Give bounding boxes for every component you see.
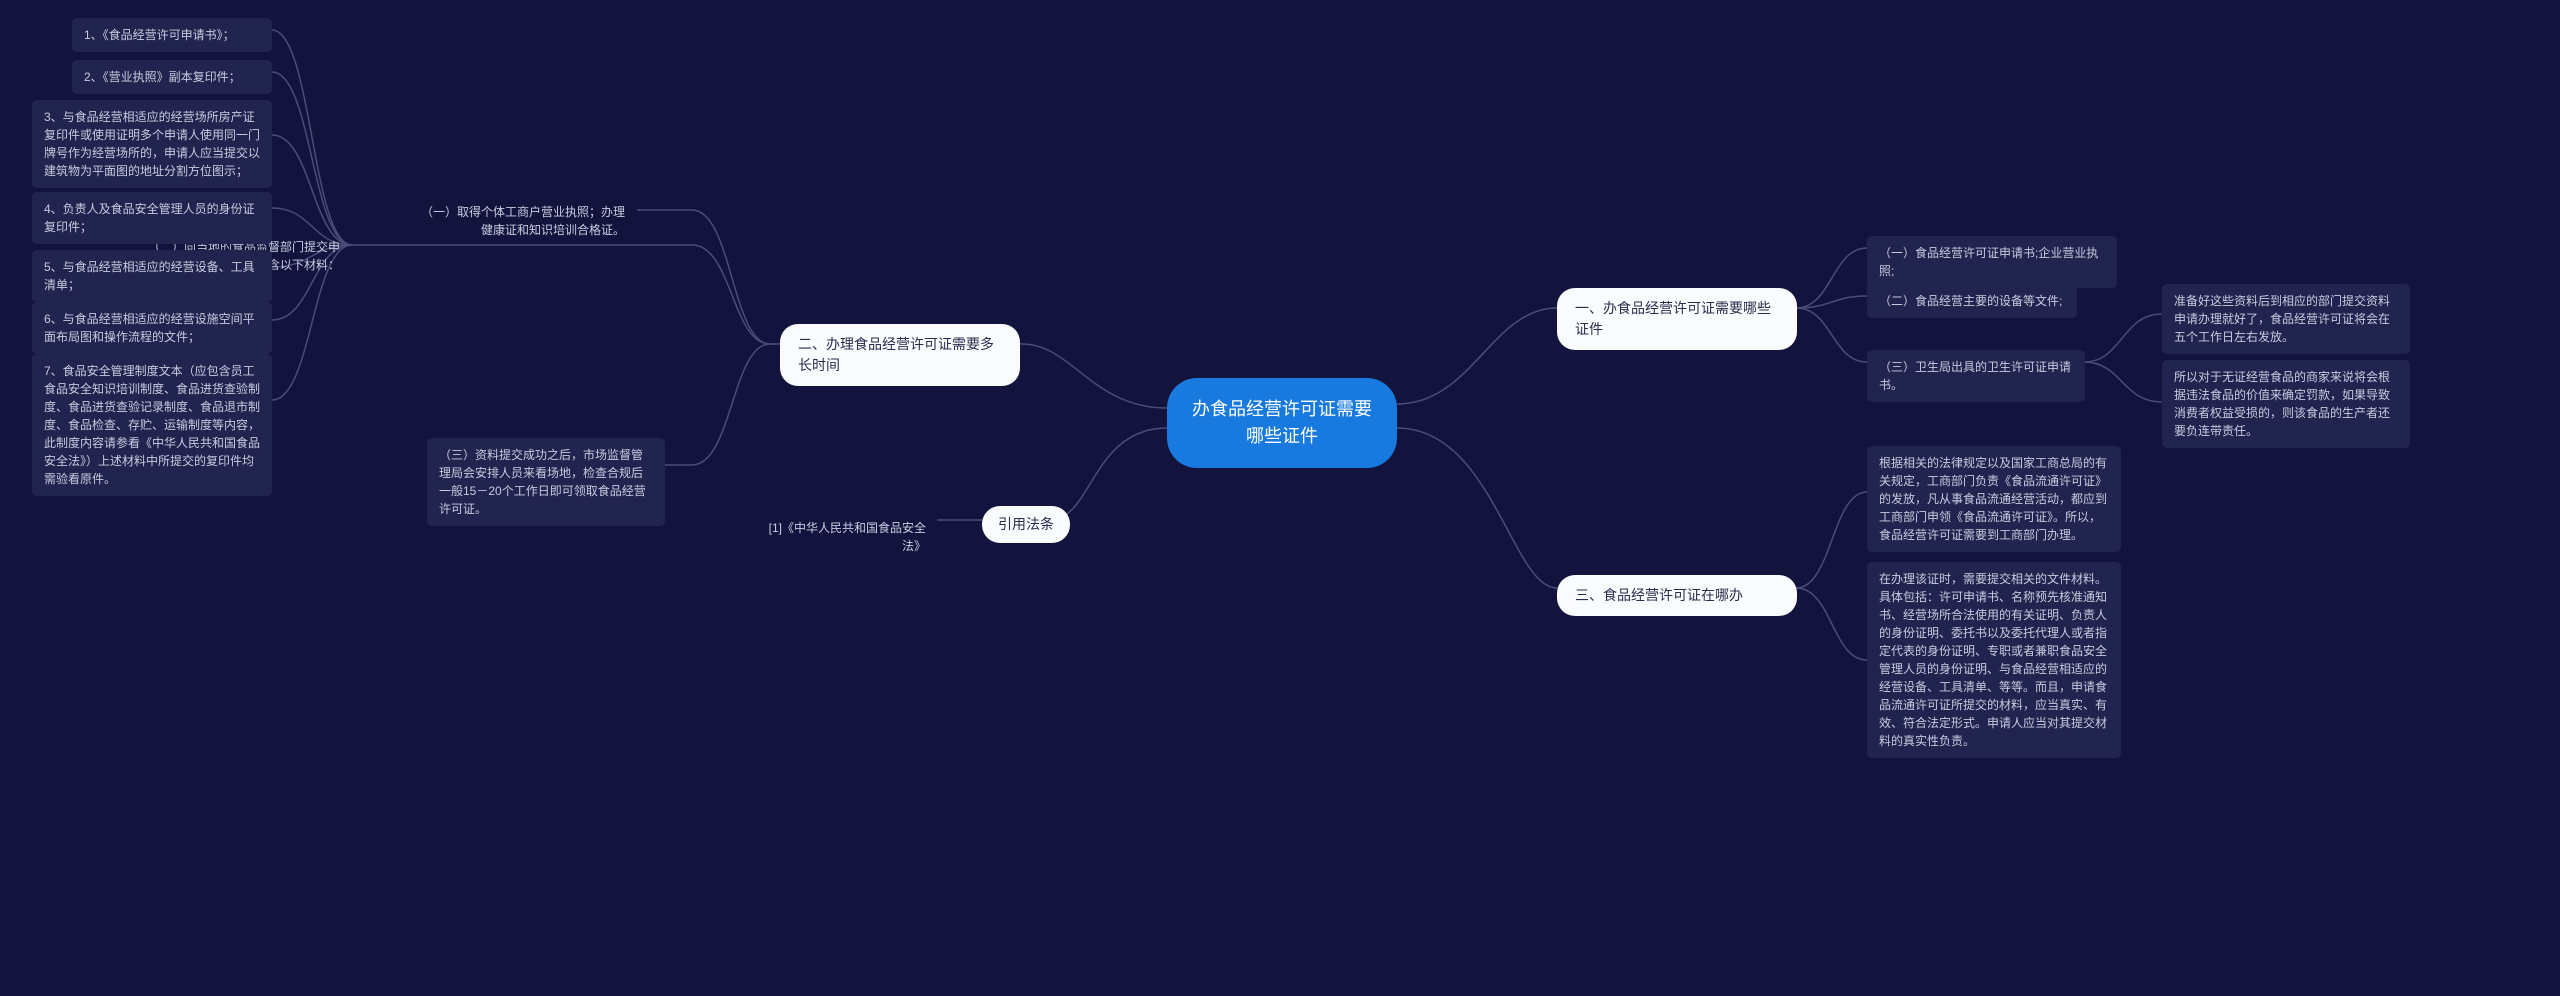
b1-c2[interactable]: （二）食品经营主要的设备等文件; [1867, 284, 2077, 318]
b2-i6[interactable]: 6、与食品经营相适应的经营设施空间平面布局图和操作流程的文件； [32, 302, 272, 354]
branch-2[interactable]: 二、办理食品经营许可证需要多长时间 [780, 324, 1020, 386]
b2-i2[interactable]: 2、《营业执照》副本复印件； [72, 60, 272, 94]
connector-layer [0, 0, 2560, 996]
b2-c3[interactable]: （三）资料提交成功之后，市场监督管理局会安排人员来看场地，检查合规后一般15－2… [427, 438, 665, 526]
b1-c1[interactable]: （一）食品经营许可证申请书;企业营业执照; [1867, 236, 2117, 288]
b1-c3[interactable]: （三）卫生局出具的卫生许可证申请书。 [1867, 350, 2085, 402]
b2-i5[interactable]: 5、与食品经营相适应的经营设备、工具清单； [32, 250, 272, 302]
b2-i4[interactable]: 4、负责人及食品安全管理人员的身份证复印件； [32, 192, 272, 244]
b2-i7[interactable]: 7、食品安全管理制度文本（应包含员工食品安全知识培训制度、食品进货查验制度、食品… [32, 354, 272, 496]
b1-c3-n1[interactable]: 准备好这些资料后到相应的部门提交资料申请办理就好了，食品经营许可证将会在五个工作… [2162, 284, 2410, 354]
b2-i3[interactable]: 3、与食品经营相适应的经营场所房产证复印件或使用证明多个申请人使用同一门牌号作为… [32, 100, 272, 188]
b2-c1[interactable]: （一）取得个体工商户营业执照；办理健康证和知识培训合格证。 [404, 195, 639, 247]
b3-n1[interactable]: 根据相关的法律规定以及国家工商总局的有关规定，工商部门负责《食品流通许可证》的发… [1867, 446, 2121, 552]
b2-i1[interactable]: 1、《食品经营许可申请书》； [72, 18, 272, 52]
branch-1[interactable]: 一、办食品经营许可证需要哪些证件 [1557, 288, 1797, 350]
b3-n2[interactable]: 在办理该证时，需要提交相关的文件材料。具体包括：许可申请书、名称预先核准通知书、… [1867, 562, 2121, 758]
branch-3[interactable]: 三、食品经营许可证在哪办 [1557, 575, 1797, 616]
ref-child[interactable]: [1]《中华人民共和国食品安全法》 [750, 511, 940, 563]
b1-c3-n2[interactable]: 所以对于无证经营食品的商家来说将会根据违法食品的价值来确定罚款，如果导致消费者权… [2162, 360, 2410, 448]
root-node[interactable]: 办食品经营许可证需要哪些证件 [1167, 378, 1397, 468]
ref-branch[interactable]: 引用法条 [982, 506, 1070, 543]
